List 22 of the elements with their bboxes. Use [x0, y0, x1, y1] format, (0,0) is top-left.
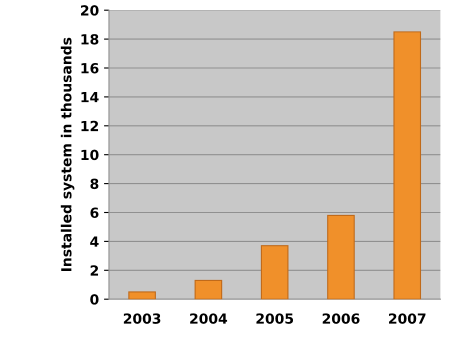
x-tick-label: 2003: [124, 313, 160, 324]
y-tick-label: 2: [90, 265, 98, 276]
y-tick-label: 8: [90, 178, 98, 190]
bar: [260, 245, 288, 300]
y-tick-label: 16: [81, 62, 98, 74]
x-tick-label: 2004: [190, 313, 228, 324]
y-tick-label: 12: [81, 120, 98, 132]
y-tick-label: 4: [90, 236, 99, 247]
y-tick-label: 14: [81, 92, 99, 102]
bar: [393, 31, 422, 300]
y-tick-label: 6: [90, 207, 98, 218]
x-tick-label: 2005: [256, 313, 294, 324]
y-tick-label: 20: [81, 5, 99, 16]
y-tick-label: 0: [90, 294, 99, 305]
bar: [128, 291, 156, 300]
y-tick-label: 18: [81, 34, 98, 45]
y-tick-label: 10: [81, 150, 99, 160]
bar: [194, 280, 222, 300]
x-tick-label: 2006: [322, 313, 360, 324]
x-tick-label: 2007: [389, 313, 426, 324]
y-axis-title: Installed system in thousands: [60, 38, 74, 272]
bar: [327, 214, 355, 300]
